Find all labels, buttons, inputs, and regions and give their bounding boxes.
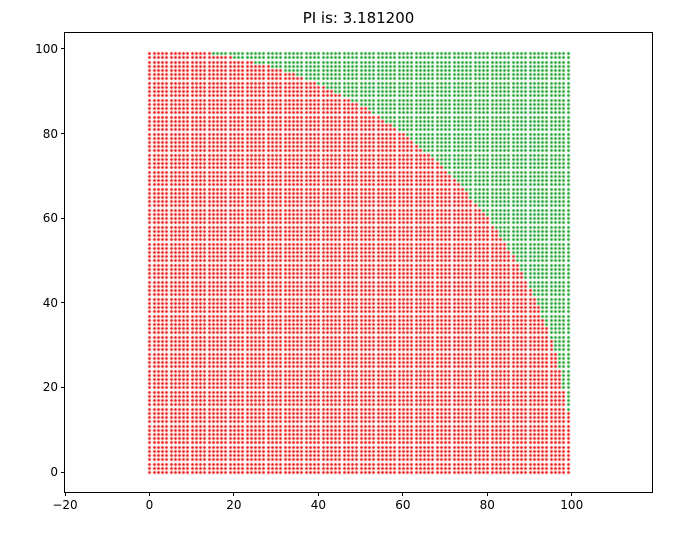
y-tick-label: 100	[35, 41, 58, 56]
x-tick-label: 0	[145, 498, 154, 512]
x-tick-mark	[233, 492, 235, 496]
y-tick-label: 20	[42, 380, 58, 395]
x-tick-mark	[486, 492, 488, 496]
x-tick-label: 60	[395, 498, 411, 512]
x-tick-mark	[402, 492, 404, 496]
y-tick-mark	[61, 302, 65, 304]
x-tick-label: 40	[310, 498, 327, 512]
y-tick-label: 60	[42, 211, 58, 226]
y-tick-mark	[61, 471, 65, 473]
y-tick-label: 0	[50, 465, 58, 480]
x-tick-label: −20	[52, 498, 78, 512]
scatter-points-canvas	[65, 33, 652, 492]
plot-area	[64, 32, 653, 493]
y-tick-mark	[61, 48, 65, 50]
x-tick-label: 100	[560, 498, 584, 512]
x-tick-mark	[317, 492, 319, 496]
x-tick-label: 80	[479, 498, 495, 512]
x-tick-mark	[571, 492, 573, 496]
x-tick-mark	[148, 492, 150, 496]
x-tick-label: 20	[226, 498, 242, 512]
y-tick-label: 40	[42, 295, 58, 310]
chart-title: PI is: 3.181200	[302, 9, 415, 27]
y-tick-mark	[61, 217, 65, 219]
y-tick-mark	[61, 386, 65, 388]
y-tick-mark	[61, 133, 65, 135]
x-tick-mark	[64, 492, 66, 496]
y-tick-label: 80	[42, 126, 58, 141]
